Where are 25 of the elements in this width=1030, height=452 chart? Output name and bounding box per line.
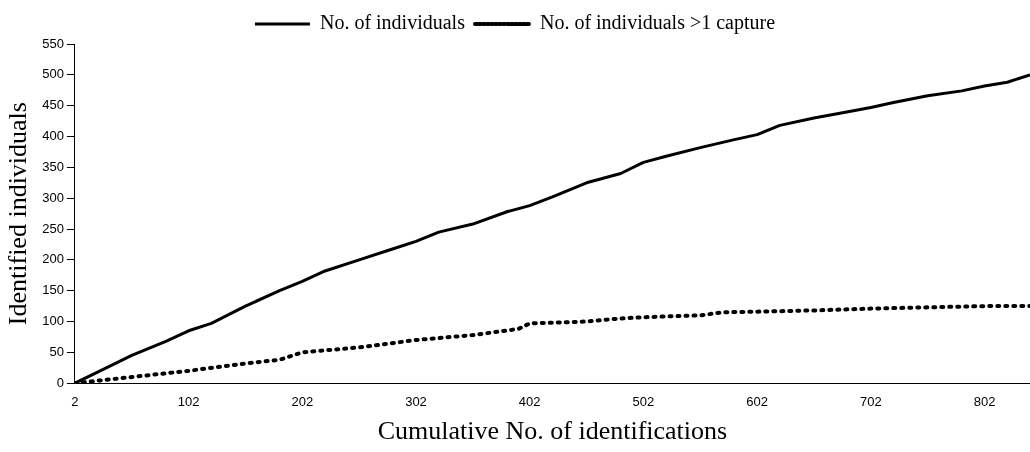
x-axis-title: Cumulative No. of identifications [377,416,728,446]
y-tick-label: 300 [42,189,64,205]
x-tick-label: 802 [973,393,996,409]
y-tick-label: 0 [56,374,64,390]
legend-label: No. of individuals [319,11,466,34]
y-tick-label: 450 [42,97,64,113]
y-tick-label: 350 [42,158,64,174]
x-tick-label: 102 [177,393,200,409]
x-tick-label: 702 [859,393,882,409]
x-tick-label: 2 [71,393,79,409]
y-tick-label: 50 [49,343,64,359]
y-tick-label: 100 [42,313,64,329]
y-tick-label: 250 [42,220,64,236]
y-tick-label: 500 [42,66,64,82]
x-tick-label: 402 [518,393,541,409]
y-axis-title: Identified individuals [3,102,33,326]
legend-label: No. of individuals >1 capture [539,11,776,35]
x-tick-label: 502 [632,393,655,409]
y-tick-label: 150 [42,282,64,298]
x-tick-label: 302 [405,393,427,409]
y-tick-label: 400 [42,128,64,144]
y-tick-label: 550 [42,35,64,51]
x-tick-label: 602 [746,393,768,409]
y-tick-label: 200 [42,251,64,267]
x-tick-label: 202 [291,393,314,409]
